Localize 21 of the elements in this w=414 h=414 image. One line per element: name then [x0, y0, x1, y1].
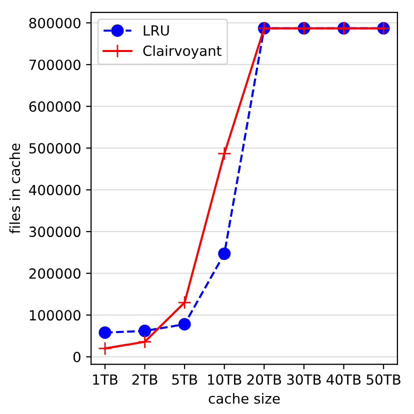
legend-label: LRU: [144, 25, 169, 36]
x-tick-label: 5TB: [172, 374, 198, 385]
y-tick-label: 600000: [29, 101, 80, 112]
legend-label: Clairvoyant: [143, 45, 222, 59]
x-tick-label: 2TB: [132, 374, 158, 385]
y-tick-label: 700000: [29, 60, 80, 70]
y-axis-title: files in cache: [9, 144, 20, 234]
y-tick-label: 200000: [29, 268, 80, 279]
x-axis-title: cache size: [208, 393, 280, 404]
x-tick-label: 1TB: [93, 374, 118, 385]
x-tick-label: 20TB: [247, 374, 282, 385]
x-tick-label: 40TB: [326, 374, 361, 385]
y-tick-label: 800000: [29, 18, 80, 28]
y-tick-label: 300000: [29, 226, 80, 238]
x-tick-label: 50TB: [366, 374, 400, 385]
y-tick-label: 100000: [30, 310, 80, 321]
y-tick-label: 0: [73, 352, 80, 362]
x-tick-label: 10TB: [208, 374, 242, 385]
y-tick-label: 500000: [29, 143, 80, 154]
x-tick-label: 30TB: [287, 374, 321, 385]
y-tick-label: 400000: [29, 184, 80, 196]
